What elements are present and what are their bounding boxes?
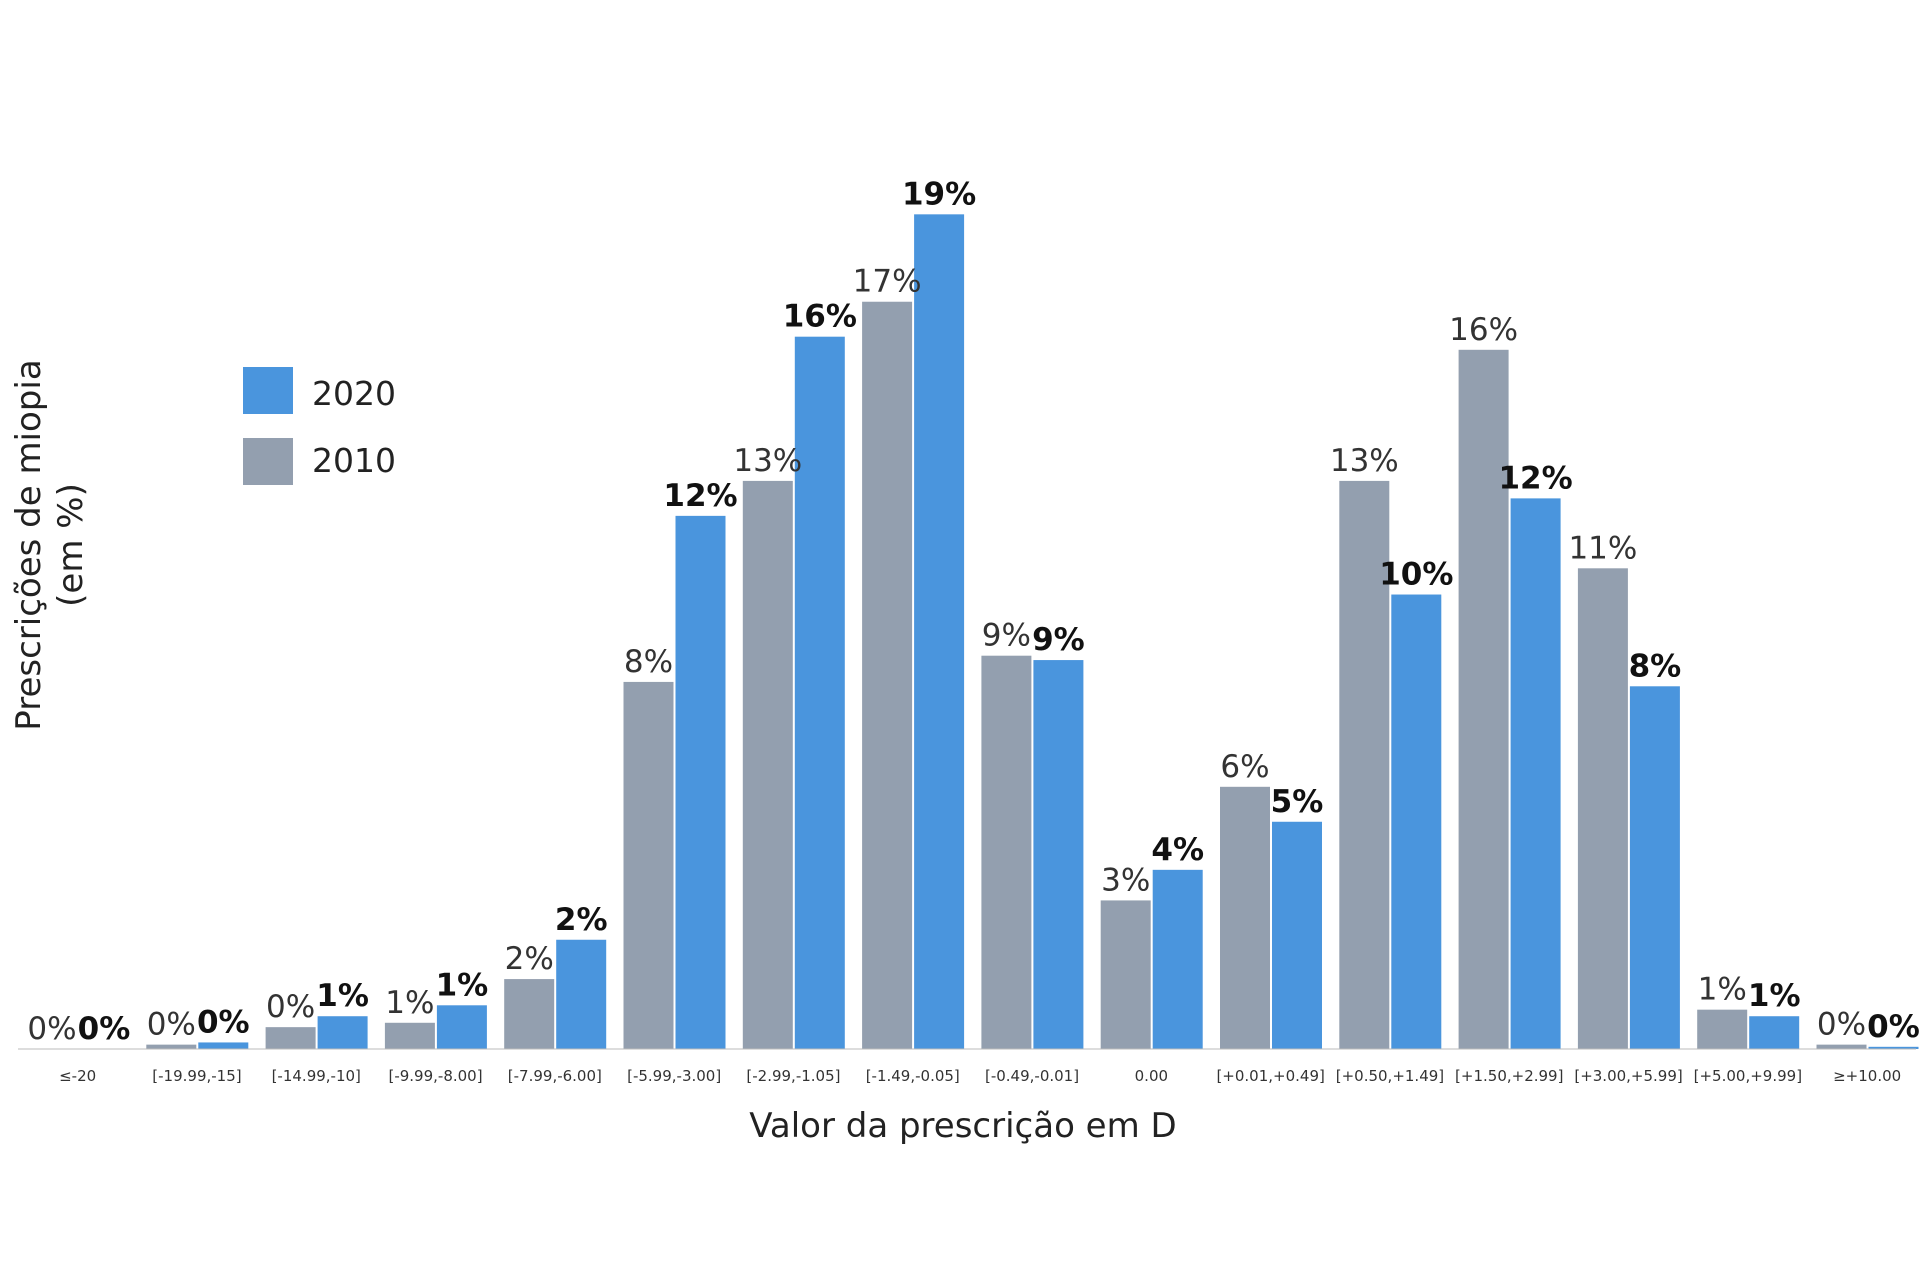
legend-label-2010: 2010 [312, 441, 396, 480]
bar-2010-0-49-0-01-8 [981, 655, 1032, 1049]
bar-2020-19-99-15-1 [198, 1042, 249, 1049]
value-label-2020-9-99-8-00-3: 1% [436, 967, 489, 1003]
x-tick-label-5-00-9-99-14: [+5.00,+9.99] [1694, 1067, 1802, 1085]
bar-2020-1-50-2-99-12 [1510, 498, 1561, 1049]
bar-2010-1-50-2-99-12 [1458, 349, 1509, 1049]
x-tick-label-20-0: ≤-20 [59, 1067, 96, 1085]
bar-2010-5-99-3-00-5 [623, 681, 674, 1049]
value-label-2010-19-99-15-1: 0% [147, 1007, 196, 1043]
value-label-2020-10-00-15: 0% [1867, 1009, 1920, 1045]
bar-2010-3-00-5-99-13 [1577, 568, 1628, 1049]
legend-label-2020: 2020 [312, 374, 396, 413]
x-tick-label-0-00-9: 0.00 [1135, 1067, 1168, 1085]
bar-2010-1-49-0-05-7 [862, 301, 913, 1050]
bar-2010-14-99-10-2 [265, 1027, 316, 1049]
value-label-2010-14-99-10-2: 0% [266, 989, 315, 1025]
bar-2020-2-99-1-05-6 [794, 336, 845, 1049]
x-tick-label-14-99-10-2: [-14.99,-10] [272, 1067, 361, 1085]
value-label-2020-1-49-0-05-7: 19% [902, 176, 976, 212]
bar-2010-0-01-0-49-10 [1220, 786, 1270, 1049]
y-axis-title-line-2: (em %) [51, 483, 91, 607]
value-label-2010-20-0: 0% [27, 1011, 76, 1047]
value-label-2020-5-99-3-00-5: 12% [663, 478, 737, 514]
x-tick-label-1-49-0-05-7: [-1.49,-0.05] [866, 1067, 960, 1085]
x-tick-label-2-99-1-05-6: [-2.99,-1.05] [746, 1067, 840, 1085]
value-label-2020-19-99-15-1: 0% [197, 1004, 250, 1040]
value-label-2010-9-99-8-00-3: 1% [385, 985, 434, 1021]
bar-2010-10-00-15 [1816, 1044, 1867, 1049]
value-label-2010-5-99-3-00-5: 8% [624, 644, 673, 680]
bar-2020-5-99-3-00-5 [675, 515, 726, 1049]
x-tick-labels-layer: ≤-20 [-19.99,-15] [-14.99,-10] [-9.99,-8.00… [59, 1067, 1901, 1085]
bar-2020-9-99-8-00-3 [436, 1005, 487, 1049]
x-tick-label-10-00-15: ≥+10.00 [1833, 1067, 1901, 1085]
value-label-2010-0-50-1-49-11: 13% [1330, 443, 1399, 479]
bar-2010-9-99-8-00-3 [384, 1022, 435, 1049]
bar-2020-14-99-10-2 [317, 1016, 368, 1049]
value-label-2020-20-0: 0% [78, 1011, 131, 1047]
x-tick-label-0-49-0-01-8: [-0.49,-0.01] [985, 1067, 1079, 1085]
value-label-2020-0-50-1-49-11: 10% [1379, 557, 1453, 593]
x-tick-label-0-50-1-49-11: [+0.50,+1.49] [1336, 1067, 1444, 1085]
value-label-2020-2-99-1-05-6: 16% [783, 299, 857, 335]
x-tick-label-1-50-2-99-12: [+1.50,+2.99] [1455, 1067, 1563, 1085]
value-label-2020-5-00-9-99-14: 1% [1748, 978, 1801, 1014]
x-tick-label-3-00-5-99-13: [+3.00,+5.99] [1574, 1067, 1682, 1085]
value-label-2010-1-49-0-05-7: 17% [853, 264, 922, 300]
legend-swatch-2010 [243, 438, 293, 485]
bar-2020-5-00-9-99-14 [1749, 1016, 1800, 1049]
value-label-2010-3-00-5-99-13: 11% [1568, 530, 1637, 566]
value-label-2010-0-01-0-49-10: 6% [1220, 749, 1269, 785]
bar-2010-5-00-9-99-14 [1697, 1009, 1748, 1049]
bar-2020-0-00-9 [1152, 869, 1203, 1049]
value-label-2020-0-49-0-01-8: 9% [1032, 622, 1085, 658]
bar-2010-2-99-1-05-6 [742, 480, 793, 1049]
bars-layer [146, 214, 1919, 1050]
bar-2020-1-49-0-05-7 [914, 214, 965, 1049]
value-label-2010-1-50-2-99-12: 16% [1449, 312, 1518, 348]
bar-2020-10-00-15 [1868, 1046, 1919, 1049]
x-tick-label-19-99-15-1: [-19.99,-15] [152, 1067, 241, 1085]
bar-2020-7-99-6-00-4 [556, 939, 607, 1049]
x-tick-label-5-99-3-00-5: [-5.99,-3.00] [627, 1067, 721, 1085]
y-axis-title-line-1: Prescrições de miopia [9, 359, 49, 730]
bar-2010-19-99-15-1 [146, 1044, 197, 1049]
value-labels-layer: 0% 0% 0% 0% 0% 1% 1% 1%2%2%8%12%13%16%17%19%9% 9… [27, 176, 1919, 1047]
value-label-2020-3-00-5-99-13: 8% [1629, 648, 1682, 684]
value-label-2020-7-99-6-00-4: 2% [555, 902, 608, 938]
bar-2010-7-99-6-00-4 [504, 979, 555, 1049]
value-label-2020-1-50-2-99-12: 12% [1498, 460, 1572, 496]
bar-2020-0-49-0-01-8 [1033, 660, 1084, 1049]
bar-2010-0-00-9 [1100, 900, 1151, 1049]
bar-2010-0-50-1-49-11 [1339, 480, 1390, 1049]
x-tick-label-0-01-0-49-10: [+0.01,+0.49] [1216, 1067, 1324, 1085]
bar-2020-0-01-0-49-10 [1272, 821, 1322, 1049]
value-label-2020-14-99-10-2: 1% [316, 978, 369, 1014]
bar-2020-0-50-1-49-11 [1391, 594, 1442, 1049]
legend-swatch-2020 [243, 367, 293, 414]
value-label-2020-0-00-9: 4% [1151, 832, 1204, 868]
value-label-2020-0-01-0-49-10: 5% [1271, 784, 1324, 820]
x-axis-title: Valor da prescrição em D [749, 1106, 1176, 1146]
value-label-2010-5-00-9-99-14: 1% [1698, 972, 1747, 1008]
value-label-2010-7-99-6-00-4: 2% [505, 941, 554, 977]
bar-2020-3-00-5-99-13 [1629, 686, 1680, 1049]
x-tick-label-9-99-8-00-3: [-9.99,-8.00] [388, 1067, 482, 1085]
value-label-2010-0-49-0-01-8: 9% [982, 618, 1031, 654]
value-label-2010-2-99-1-05-6: 13% [733, 443, 802, 479]
value-label-2010-0-00-9: 3% [1101, 862, 1150, 898]
x-tick-label-7-99-6-00-4: [-7.99,-6.00] [508, 1067, 602, 1085]
legend: 2020 2010 [243, 367, 396, 485]
value-label-2010-10-00-15: 0% [1817, 1007, 1866, 1043]
